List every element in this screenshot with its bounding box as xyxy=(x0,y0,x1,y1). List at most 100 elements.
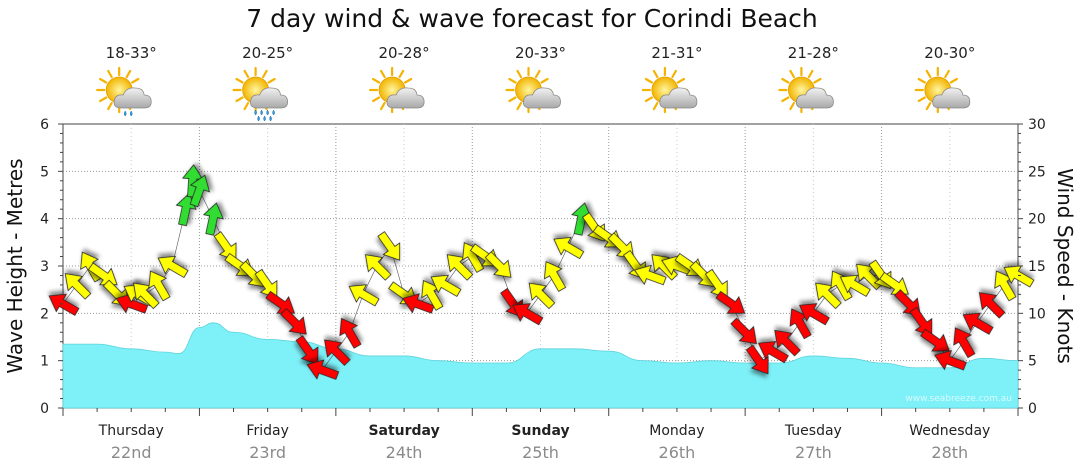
sun-ray xyxy=(516,101,523,111)
weather-partly-cloudy-icon xyxy=(778,66,834,114)
wind-arrow xyxy=(133,282,160,310)
sun-ray xyxy=(267,77,276,84)
raindrop xyxy=(257,115,260,122)
wind-arrow xyxy=(430,274,462,297)
sun-ray xyxy=(131,77,140,84)
weather-partly-cloudy-icon xyxy=(505,66,561,114)
temperature-range: 20-33° xyxy=(515,44,566,62)
y-right-tick-label: 10 xyxy=(1028,306,1046,322)
temperature-range: 21-31° xyxy=(651,44,702,62)
watermark: www.seabreeze.com.au xyxy=(905,394,1012,404)
y-left-tick-label: 2 xyxy=(40,306,49,322)
sun-ray xyxy=(676,77,686,84)
x-day-label: Tuesday xyxy=(784,423,842,439)
day-headers: 18-33° 20-25° 20-28° 20-33° 21-31° 21-28° 20-3… xyxy=(96,44,975,122)
sun-ray xyxy=(262,69,268,79)
wind-arrow xyxy=(934,350,967,371)
wind-arrow xyxy=(774,329,801,357)
sun-ray xyxy=(99,96,108,103)
raindrop xyxy=(123,110,127,117)
x-date-label: 28th xyxy=(931,443,968,462)
sun-ray xyxy=(925,101,932,111)
x-date-label: 23rd xyxy=(249,443,286,462)
cloud xyxy=(932,87,971,109)
y-left-tick-label: 6 xyxy=(40,117,49,133)
raindrop xyxy=(272,109,275,116)
wind-arrow xyxy=(295,335,319,365)
wind-arrow xyxy=(306,359,340,380)
axes: 0 1 2 3 4 5 6 0 5 10 15 20 25 30 xyxy=(40,117,1046,417)
y-axis-right-title: Wind Speed - Knots xyxy=(1053,168,1077,364)
sun-ray xyxy=(789,69,796,79)
sun-ray xyxy=(380,69,386,79)
wind-arrow xyxy=(953,327,976,359)
y-left-tick-label: 3 xyxy=(40,259,49,275)
weather-partly-cloudy-icon xyxy=(369,66,425,114)
wind-arrow xyxy=(978,292,1006,319)
sun-ray xyxy=(644,96,654,103)
y-right-tick-label: 30 xyxy=(1028,117,1046,133)
x-date-label: 22nd xyxy=(111,443,152,462)
temperature-range: 20-30° xyxy=(924,44,975,62)
sun-ray xyxy=(781,96,790,103)
wind-arrow xyxy=(757,341,789,364)
x-date-label: 25th xyxy=(522,443,559,462)
weather-rain-icon xyxy=(232,66,289,122)
wind-arrow xyxy=(553,236,585,260)
sun-ray xyxy=(917,77,926,84)
sun-ray xyxy=(644,77,654,84)
wind-arrow xyxy=(202,202,224,236)
wind-arrow xyxy=(962,312,994,335)
chart-title: 7 day wind & wave forecast for Corindi B… xyxy=(246,4,818,33)
sun-ray xyxy=(107,101,113,111)
wind-arrow xyxy=(324,339,351,366)
x-day-label: Saturday xyxy=(368,423,439,439)
y-right-tick-label: 15 xyxy=(1028,259,1046,275)
sun-ray xyxy=(235,96,244,103)
y-right-tick-label: 25 xyxy=(1028,164,1046,180)
sun-ray xyxy=(243,69,250,79)
wind-arrow xyxy=(157,255,189,279)
wind-arrows xyxy=(48,164,1035,380)
sun-ray xyxy=(516,69,523,79)
temperature-range: 20-25° xyxy=(242,44,293,62)
wind-arrow xyxy=(715,290,746,314)
wind-arrow xyxy=(364,254,392,281)
sun-ray xyxy=(243,101,250,111)
sun-ray xyxy=(944,69,950,79)
x-day-label: Monday xyxy=(649,423,704,439)
wind-arrow xyxy=(633,264,667,286)
x-axis-labels: Thursday 22nd Friday 23rd Saturday 24th Sunday… xyxy=(98,423,991,462)
raindrop xyxy=(254,109,257,116)
raindrop xyxy=(266,109,269,116)
sun-ray xyxy=(99,77,108,84)
sun-ray xyxy=(917,96,926,103)
cloud xyxy=(113,87,152,109)
wind-arrow xyxy=(839,274,871,297)
wind-arrow xyxy=(1003,265,1035,288)
wind-arrow xyxy=(348,284,380,307)
x-day-label: Thursday xyxy=(98,423,164,439)
y-left-tick-label: 5 xyxy=(40,164,49,180)
raindrop xyxy=(263,115,266,122)
wind-arrow xyxy=(730,317,757,345)
y-left-tick-label: 1 xyxy=(40,354,49,370)
cloud xyxy=(795,87,834,109)
wind-arrow xyxy=(512,303,544,326)
temperature-range: 21-28° xyxy=(788,44,839,62)
sun-ray xyxy=(652,101,659,111)
x-date-label: 24th xyxy=(386,443,423,462)
wind-arrow xyxy=(64,273,92,300)
x-day-label: Friday xyxy=(246,423,288,439)
wind-arrow xyxy=(528,282,556,310)
wind-arrow xyxy=(377,231,401,261)
weather-showers-icon xyxy=(96,66,152,117)
y-right-tick-label: 20 xyxy=(1028,212,1046,228)
weather-partly-cloudy-icon xyxy=(914,66,971,114)
cloud xyxy=(250,87,289,109)
sun-ray xyxy=(781,77,790,84)
x-day-label: Wednesday xyxy=(909,423,990,439)
weather-partly-cloudy-icon xyxy=(641,66,698,114)
sun-ray xyxy=(671,69,678,79)
